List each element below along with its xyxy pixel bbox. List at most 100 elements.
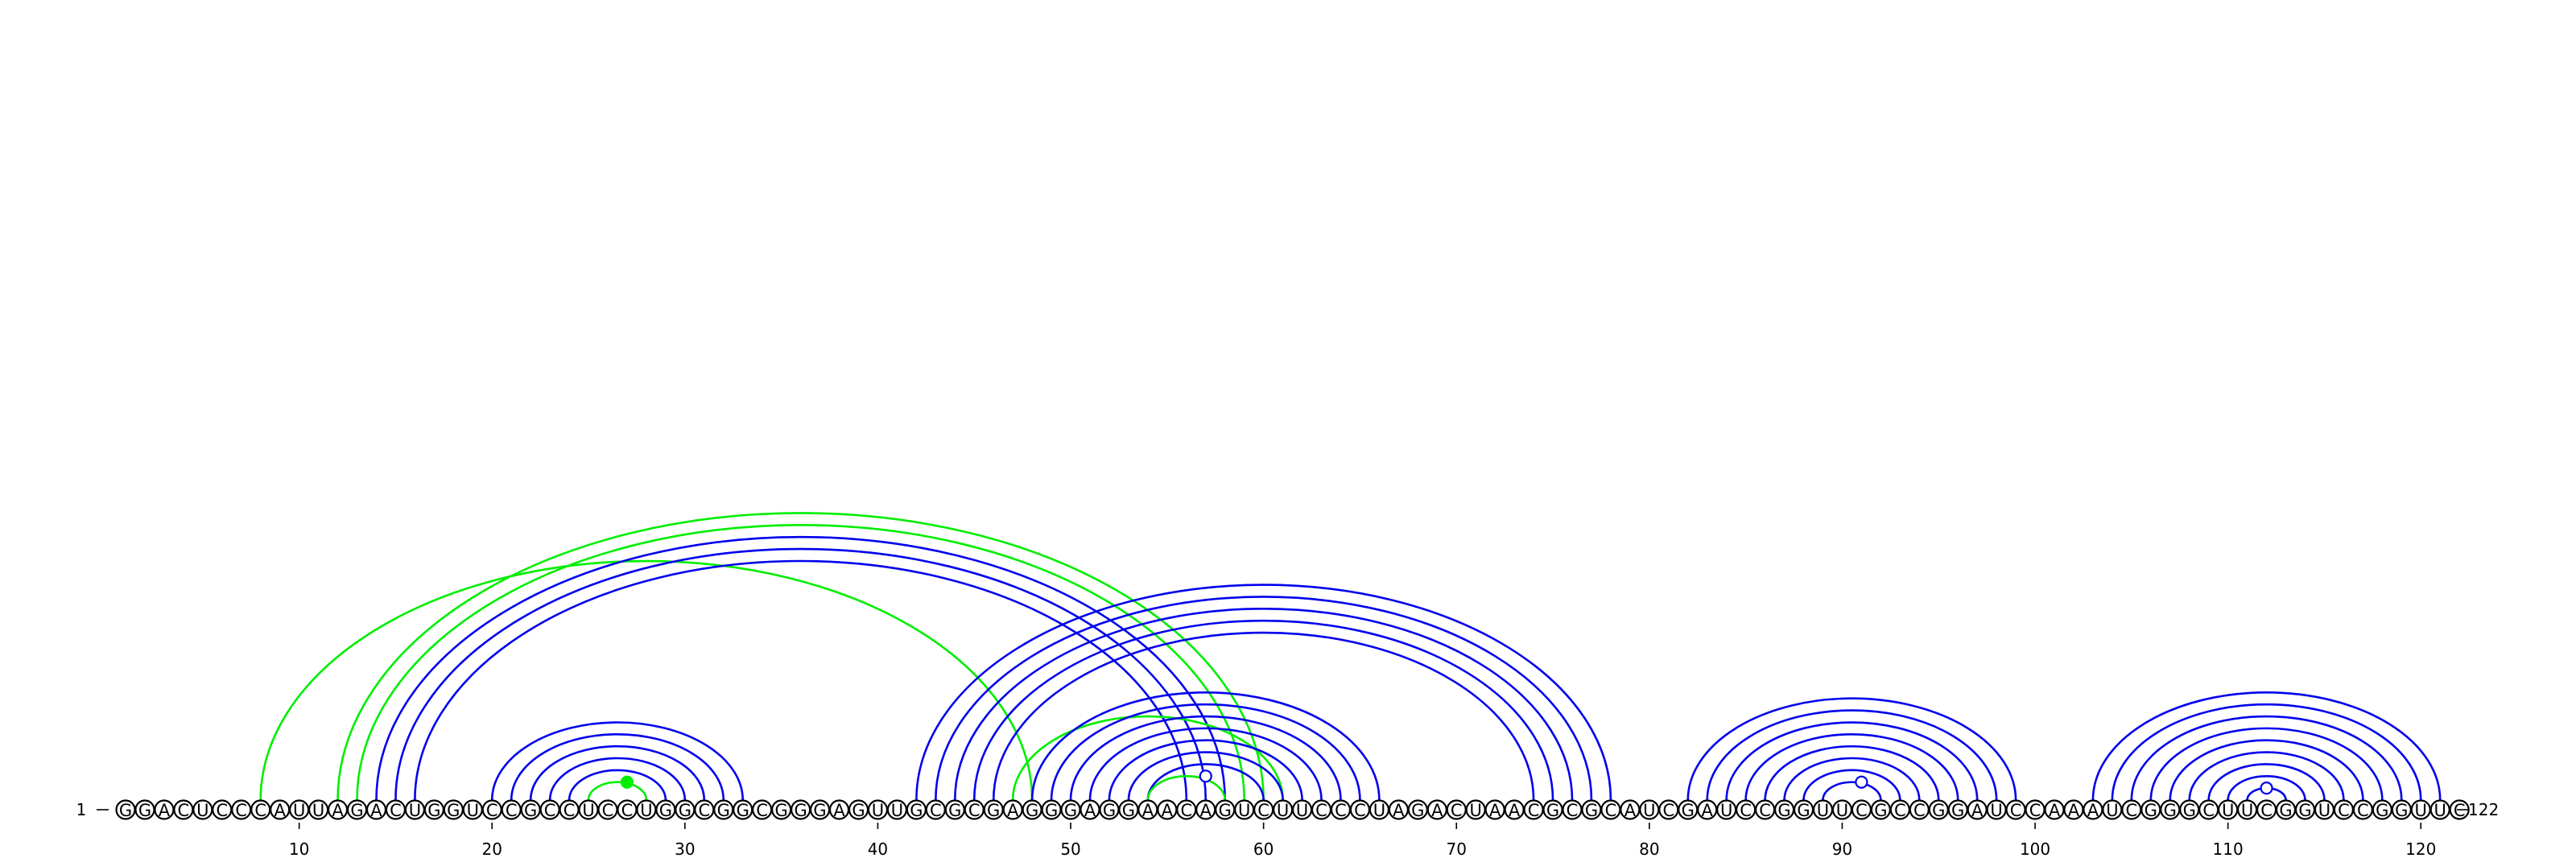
pair-arc <box>1127 751 1284 801</box>
nucleotide-letter: C <box>544 801 556 820</box>
position-tick: 60 <box>1253 823 1274 858</box>
position-tick: 50 <box>1060 823 1081 858</box>
nucleotide: C <box>231 799 252 820</box>
markers-layer <box>620 769 2273 795</box>
nucleotide-letter: A <box>1007 801 1019 820</box>
nucleotide-letter: U <box>2222 801 2234 820</box>
pair-arc <box>490 721 745 801</box>
nucleotide: G <box>115 799 136 820</box>
tick-label: 10 <box>289 839 309 858</box>
nucleotide-letter: G <box>1064 801 1077 820</box>
filled-loop-marker <box>620 775 634 789</box>
nucleotide-letter: C <box>1894 801 1906 820</box>
nucleotide-letter: A <box>1162 801 1174 820</box>
nucleotide: A <box>1137 799 1158 820</box>
nucleotide-letter: U <box>872 801 884 820</box>
nucleotide-letter: A <box>1509 801 1521 820</box>
nucleotide: G <box>423 799 444 820</box>
pair-arc <box>568 769 667 801</box>
nucleotide-letter: C <box>1567 801 1579 820</box>
nucleotide: U <box>462 799 483 820</box>
pair-arc <box>1011 715 1284 801</box>
nucleotide-letter: G <box>679 801 691 820</box>
nucleotide: U <box>1986 799 2007 820</box>
nucleotide-letter: U <box>1238 801 1250 820</box>
position-tick: 120 <box>2405 823 2436 858</box>
nucleotide: U <box>636 799 657 820</box>
nucleotide-letter: C <box>2338 801 2350 820</box>
nucleotide: C <box>1600 799 1621 820</box>
nucleotide: C <box>1523 799 1544 820</box>
nucleotide-letter: C <box>1451 801 1463 820</box>
nucleotide-letter: A <box>1200 801 1212 820</box>
nucleotide: A <box>1388 799 1409 820</box>
pair-arc <box>2169 739 2364 801</box>
nucleotide-letter: G <box>794 801 807 820</box>
nucleotide-letter: C <box>698 801 710 820</box>
nucleotide-letter: U <box>1990 801 2002 820</box>
nucleotide-letter: G <box>1797 801 1810 820</box>
nucleotide-letter: C <box>602 801 614 820</box>
pair-arc <box>1146 775 1227 801</box>
nucleotide: A <box>1620 799 1641 820</box>
nucleotide-letter: C <box>930 801 942 820</box>
nucleotide: C <box>2256 799 2277 820</box>
pair-arc <box>1744 732 1959 801</box>
nucleotide-letter: G <box>1546 801 1559 820</box>
nucleotide-letter: C <box>2260 801 2273 820</box>
nucleotide: G <box>1407 799 1428 820</box>
nucleotide-letter: C <box>968 801 980 820</box>
nucleotide: C <box>501 799 522 820</box>
nucleotide-letter: C <box>2010 801 2022 820</box>
nucleotide: G <box>1678 799 1699 820</box>
nucleotide-letter: U <box>2318 801 2330 820</box>
nucleotide: U <box>2410 799 2431 820</box>
nucleotide-letter: C <box>1257 801 1269 820</box>
tick-label: 30 <box>675 839 695 858</box>
nucleotide: U <box>1272 799 1294 820</box>
nucleotide-letter: G <box>717 801 730 820</box>
nucleotide-letter: U <box>2415 801 2427 820</box>
nucleotide: G <box>1870 799 1891 820</box>
pair-arc <box>1108 739 1303 801</box>
nucleotide-letter: C <box>1335 801 1347 820</box>
nucleotide-letter: U <box>1643 801 1655 820</box>
nucleotide: G <box>2179 799 2200 820</box>
position-tick: 110 <box>2213 823 2244 858</box>
pair-arc <box>1088 727 1323 801</box>
pair-arc <box>1802 769 1901 801</box>
nucleotide: C <box>2198 799 2219 820</box>
nucleotide: C <box>1909 799 1930 820</box>
position-tick: 40 <box>868 823 888 858</box>
nucleotide: C <box>1851 799 1872 820</box>
nucleotide-letter: C <box>1740 801 1752 820</box>
nucleotide: C <box>617 799 638 820</box>
nucleotide: A <box>1157 799 1178 820</box>
nucleotide-letter: A <box>2049 801 2061 820</box>
tick-label: 70 <box>1447 839 1467 858</box>
pair-arc <box>336 512 1265 801</box>
nucleotide: U <box>578 799 599 820</box>
nucleotide-letter: G <box>1103 801 1116 820</box>
nucleotide: C <box>2352 799 2373 820</box>
nucleotide: C <box>1349 799 1371 820</box>
nucleotide: G <box>809 799 831 820</box>
nucleotide-letter: G <box>813 801 826 820</box>
nucleotide-letter: G <box>350 801 363 820</box>
nucleotide-letter: C <box>756 801 768 820</box>
nucleotide-letter: C <box>178 801 190 820</box>
position-tick: 10 <box>289 823 309 858</box>
nucleotide-letter: G <box>1411 801 1424 820</box>
nucleotide-letter: U <box>2241 801 2253 820</box>
position-tick: 30 <box>675 823 696 858</box>
nucleotide-letter: C <box>1528 801 1540 820</box>
nucleotide-letter: A <box>833 801 845 820</box>
nucleotide-letter: C <box>2029 801 2041 820</box>
nucleotide: A <box>1080 799 1100 820</box>
pair-arc <box>1706 709 1998 801</box>
nucleotide-letter: C <box>486 801 498 820</box>
pair-arc <box>2207 763 2326 801</box>
position-tick: 100 <box>2020 823 2050 858</box>
nucleotide: C <box>481 799 502 820</box>
nucleotide: C <box>539 799 560 820</box>
